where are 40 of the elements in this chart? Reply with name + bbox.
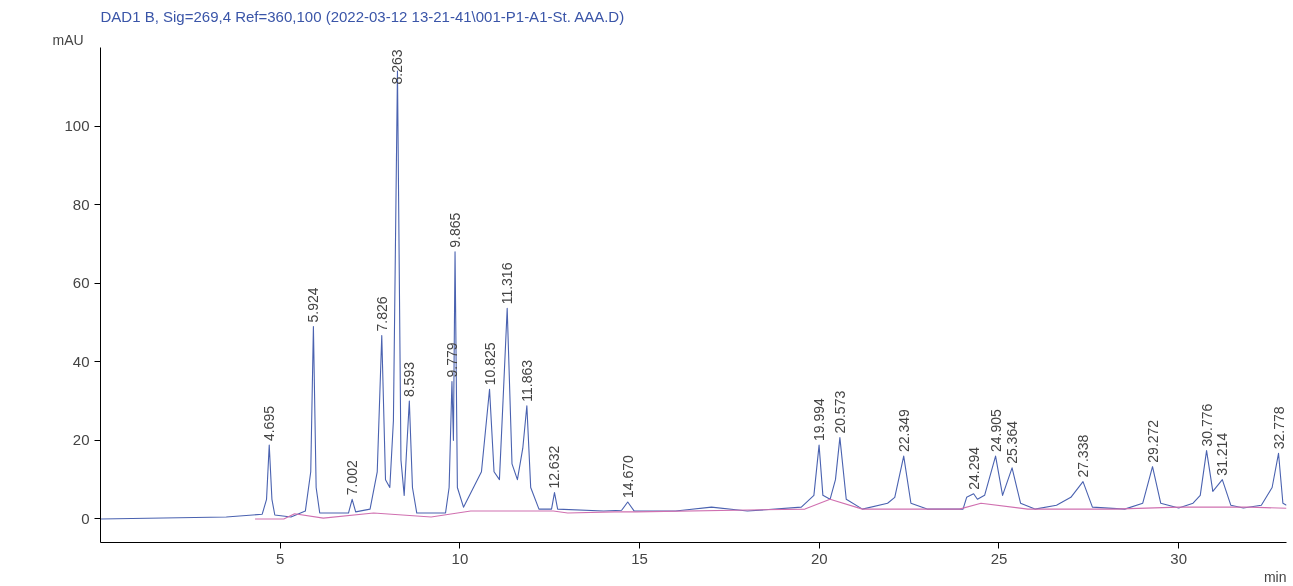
annotation: 5.924: [305, 287, 322, 323]
annotation: 29.272: [1144, 419, 1161, 463]
annotation: 14.670: [619, 455, 636, 499]
annotation: 24.905: [987, 409, 1004, 453]
annotation: 9.865: [447, 212, 464, 248]
annotation: 10.825: [481, 342, 498, 386]
y-tick-label: 80: [72, 195, 90, 213]
y-tick-label: 40: [72, 352, 90, 370]
y-tick-label: 100: [64, 117, 90, 135]
annotation: 20.573: [831, 390, 848, 434]
annotation: 19.994: [811, 398, 828, 442]
annotation: 32.778: [1270, 406, 1287, 450]
x-tick-label: 5: [276, 549, 285, 567]
x-tick-label: 10: [451, 549, 469, 567]
annotation: 11.863: [518, 359, 535, 402]
annotation: 7.826: [373, 296, 390, 332]
x-tick-label: 30: [1170, 549, 1188, 567]
annotation: 4.695: [261, 405, 278, 442]
annotation: 25.364: [1004, 420, 1021, 464]
annotation: 8.593: [401, 361, 418, 398]
y-tick-label: 60: [72, 274, 90, 292]
annotation: 24.294: [965, 446, 982, 490]
x-tick-label: 25: [990, 549, 1008, 567]
annotation: 12.632: [546, 445, 563, 489]
x-tick-label: 20: [810, 549, 828, 567]
annotation: 30.776: [1198, 403, 1215, 447]
annotation: 7.002: [344, 460, 361, 496]
chart-title: DAD1 B, Sig=269,4 Ref=360,100 (2022-03-12 13-21-41\001-P1-A1-St. AAA.D): [100, 7, 625, 25]
y-tick-label: 0: [81, 509, 90, 527]
annotation: 27.338: [1075, 434, 1092, 478]
annotation: 22.349: [895, 409, 912, 453]
y-axis-title: mAU: [52, 31, 84, 48]
x-tick-label: 15: [631, 549, 648, 567]
line-series: [254, 498, 1287, 520]
annotation: 9.779: [443, 342, 460, 378]
annotation: 31.214: [1214, 432, 1231, 476]
annotation: 8.263: [389, 49, 406, 85]
y-tick-label: 20: [72, 431, 90, 449]
annotation: 11.316: [499, 262, 516, 305]
x-axis-title: min: [1263, 568, 1287, 585]
